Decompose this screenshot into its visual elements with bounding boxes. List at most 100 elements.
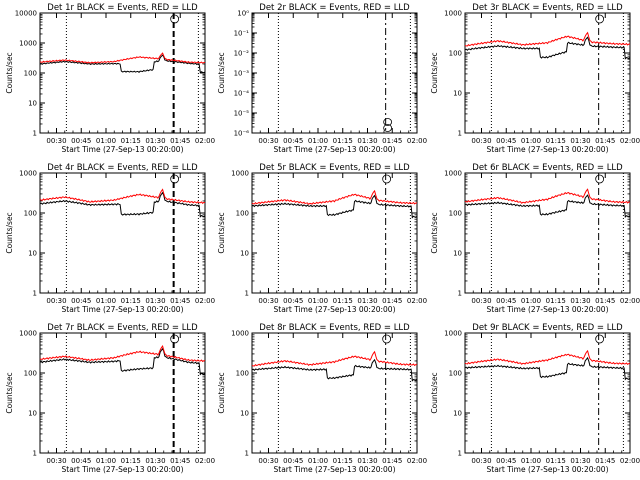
- x-tick-label: 00:30: [471, 297, 491, 305]
- y-tick-label: 10⁻⁶: [234, 130, 250, 138]
- marker-symbol: [595, 334, 605, 344]
- y-tick-label: 1: [33, 290, 37, 298]
- x-tick-label: 02:00: [195, 457, 215, 465]
- y-axis-label: Counts/sec: [5, 212, 14, 253]
- plot-frame: [464, 172, 631, 294]
- plot-frame: [251, 12, 418, 134]
- y-tick-label: 100: [236, 210, 249, 218]
- x-tick-label: 01:45: [170, 137, 190, 145]
- x-tick-label: 01:00: [96, 137, 116, 145]
- x-tick-label: 02:00: [407, 457, 427, 465]
- marker-symbol: [595, 14, 605, 24]
- x-tick-label: 01:00: [308, 297, 328, 305]
- x-tick-label: 00:45: [71, 137, 91, 145]
- x-tick-label: 02:00: [620, 457, 640, 465]
- x-axis-label: Start Time (27-Sep-13 00:20:00): [62, 145, 184, 154]
- panel-det-8r: Det 8r BLACK = Events, RED = LLD 1 10 100 10…: [217, 323, 427, 474]
- x-tick-label: 01:15: [546, 457, 566, 465]
- events-series-line: [251, 194, 418, 219]
- lld-series-line: [39, 188, 206, 204]
- x-axis-label: Start Time (27-Sep-13 00:20:00): [62, 465, 184, 474]
- y-tick-label: 1000: [19, 170, 37, 178]
- y-tick-label: 10⁻¹: [234, 30, 250, 38]
- panel-title: Det 4r BLACK = Events, RED = LLD: [47, 163, 198, 173]
- x-tick-label: 01:45: [595, 457, 615, 465]
- y-axis-label: Counts/sec: [430, 212, 439, 253]
- lld-series-line: [39, 344, 206, 363]
- y-axis-label: Counts/sec: [217, 52, 226, 93]
- x-tick-label: 01:45: [382, 457, 402, 465]
- events-series-line: [464, 36, 631, 60]
- events-series-line: [39, 191, 206, 218]
- x-tick-label: 01:15: [333, 457, 353, 465]
- y-axis-label: Counts/sec: [217, 372, 226, 413]
- events-series-line: [464, 356, 631, 381]
- panel-title: Det 7r BLACK = Events, RED = LLD: [47, 323, 198, 333]
- plot-frame: [464, 332, 631, 454]
- x-tick-label: 00:45: [71, 297, 91, 305]
- x-tick-label: 01:00: [96, 457, 116, 465]
- panel-det-5r: Det 5r BLACK = Events, RED = LLD 1 10 100 10…: [217, 163, 427, 314]
- x-axis-label: Start Time (27-Sep-13 00:20:00): [487, 305, 609, 314]
- lld-series-line: [464, 188, 631, 204]
- y-axis-label: Counts/sec: [430, 52, 439, 93]
- lld-series-line: [464, 31, 631, 47]
- y-tick-label: 10: [28, 100, 37, 108]
- x-tick-label: 02:00: [620, 297, 640, 305]
- marker-symbol: [170, 14, 180, 24]
- panel-title: Det 5r BLACK = Events, RED = LLD: [259, 163, 410, 173]
- marker-symbol: [170, 334, 180, 344]
- x-tick-label: 00:45: [283, 137, 303, 145]
- lld-series-line: [251, 189, 418, 205]
- x-tick-label: 02:00: [407, 137, 427, 145]
- x-axis-label: Start Time (27-Sep-13 00:20:00): [487, 465, 609, 474]
- y-tick-label: 100: [449, 50, 462, 58]
- y-tick-label: 10⁻⁴: [234, 90, 250, 98]
- y-tick-label: 100: [24, 70, 37, 78]
- events-series-line: [39, 347, 206, 376]
- y-tick-label: 1000: [19, 40, 37, 48]
- x-tick-label: 01:15: [546, 297, 566, 305]
- x-tick-label: 01:30: [357, 297, 377, 305]
- panel-det-1r: Det 1r BLACK = Events, RED = LLD 1 10 100 10…: [5, 3, 215, 154]
- marker-symbol: [382, 334, 392, 344]
- y-tick-label: 1: [458, 450, 462, 458]
- y-tick-label: 100: [24, 370, 37, 378]
- x-tick-label: 01:30: [570, 457, 590, 465]
- y-axis-label: Counts/sec: [217, 212, 226, 253]
- plot-frame: [251, 332, 418, 454]
- x-tick-label: 00:30: [46, 137, 66, 145]
- x-tick-label: 01:00: [96, 297, 116, 305]
- x-tick-label: 01:00: [521, 297, 541, 305]
- panel-title: Det 2r BLACK = Events, RED = LLD: [259, 3, 410, 13]
- y-tick-label: 1000: [444, 170, 462, 178]
- panel-det-4r: Det 4r BLACK = Events, RED = LLD 1 10 100 10…: [5, 163, 215, 314]
- x-tick-label: 01:15: [546, 137, 566, 145]
- y-tick-label: 1: [33, 130, 37, 138]
- x-tick-label: 01:30: [145, 137, 165, 145]
- y-tick-label: 10: [240, 250, 249, 258]
- y-tick-label: 1000: [19, 330, 37, 338]
- panel-det-7r: Det 7r BLACK = Events, RED = LLD 1 10 100 10…: [5, 323, 215, 474]
- lld-series-line: [251, 350, 418, 367]
- x-tick-label: 00:30: [46, 457, 66, 465]
- panel-title: Det 8r BLACK = Events, RED = LLD: [259, 323, 410, 333]
- y-tick-label: 10⁰: [237, 10, 249, 18]
- y-axis-label: Counts/sec: [5, 52, 14, 93]
- panel-det-3r: Det 3r BLACK = Events, RED = LLD 1 10 100 10…: [430, 3, 640, 154]
- x-tick-label: 00:30: [258, 297, 278, 305]
- events-series-line: [39, 54, 206, 74]
- y-tick-label: 1: [245, 290, 249, 298]
- marker-symbol: [382, 174, 392, 184]
- marker-symbol: [170, 174, 180, 184]
- y-tick-label: 10⁻²: [234, 50, 250, 58]
- x-tick-label: 01:45: [170, 457, 190, 465]
- y-tick-label: 100: [449, 210, 462, 218]
- x-tick-label: 01:00: [521, 457, 541, 465]
- x-tick-label: 01:30: [570, 297, 590, 305]
- events-series-line: [251, 358, 418, 382]
- x-tick-label: 01:15: [121, 457, 141, 465]
- y-tick-label: 10: [28, 250, 37, 258]
- y-tick-label: 100: [24, 210, 37, 218]
